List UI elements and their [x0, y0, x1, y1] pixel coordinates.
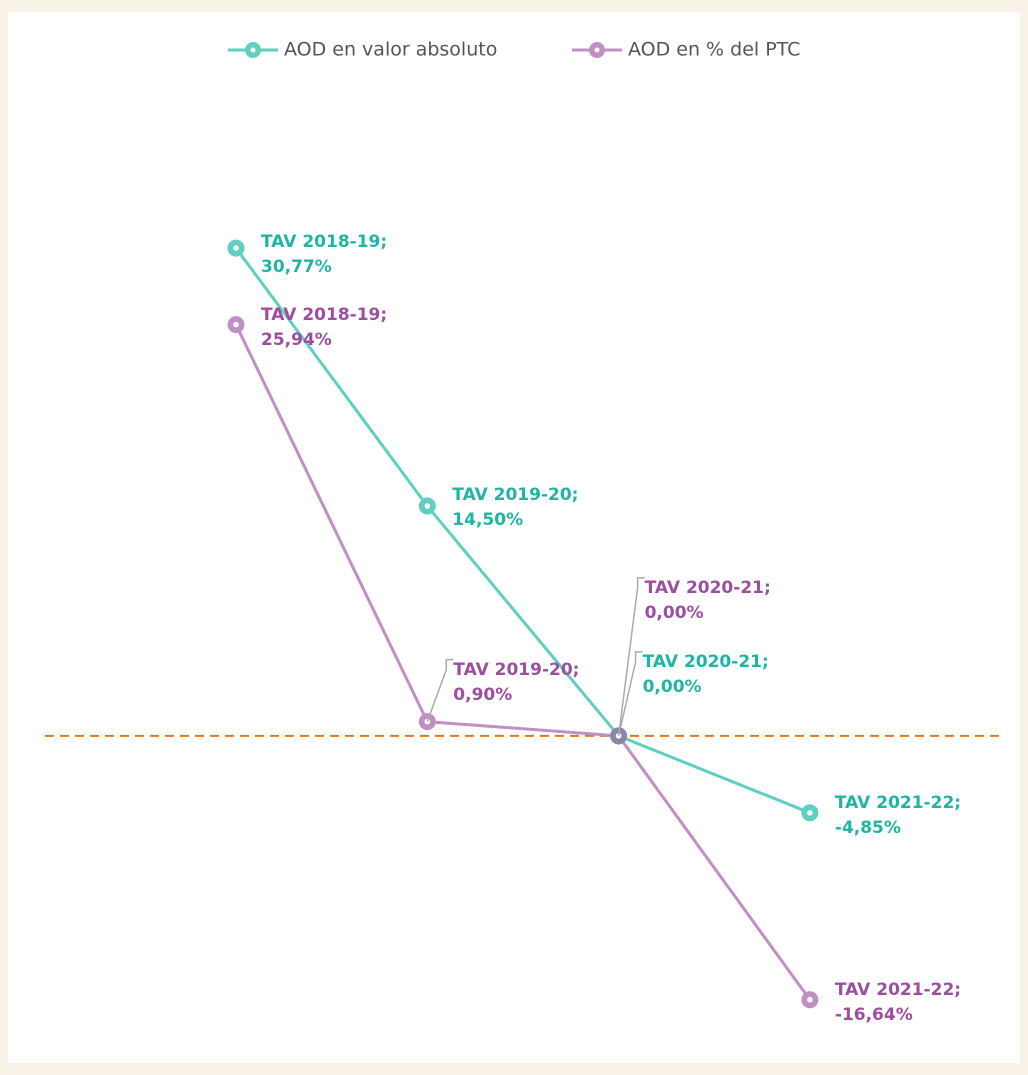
data-label: TAV 2019-20; 14,50% — [452, 485, 579, 531]
marker-dot — [807, 996, 813, 1003]
marker-dot — [424, 503, 431, 509]
leader-line — [617, 651, 643, 737]
data-label: TAV 2020-21; 0,00% — [644, 577, 771, 623]
marker-dot — [807, 810, 813, 816]
data-label: TAV 2021-22; -4,85% — [834, 792, 962, 838]
series-line — [234, 323, 812, 1001]
data-label: TAV 2018-19; 25,94% — [261, 304, 388, 350]
legend-marker-dot — [594, 47, 600, 53]
data-label: TAV 2020-21; 0,00% — [642, 651, 769, 697]
marker-dot — [233, 245, 239, 251]
chart-panel — [8, 12, 1020, 1063]
legend-label: AOD en % del PTC — [628, 39, 800, 61]
series-line — [234, 247, 811, 815]
leader-line — [617, 577, 645, 737]
data-label: TAV 2021-22; -16,64% — [834, 979, 962, 1025]
legend-marker-dot — [250, 47, 256, 53]
legend-label: AOD en valor absoluto — [284, 39, 497, 61]
leader-line — [426, 658, 454, 722]
data-label: TAV 2018-19; 30,77% — [261, 232, 388, 278]
data-label: TAV 2019-20; 0,90% — [453, 659, 580, 705]
marker-dot — [233, 321, 239, 328]
